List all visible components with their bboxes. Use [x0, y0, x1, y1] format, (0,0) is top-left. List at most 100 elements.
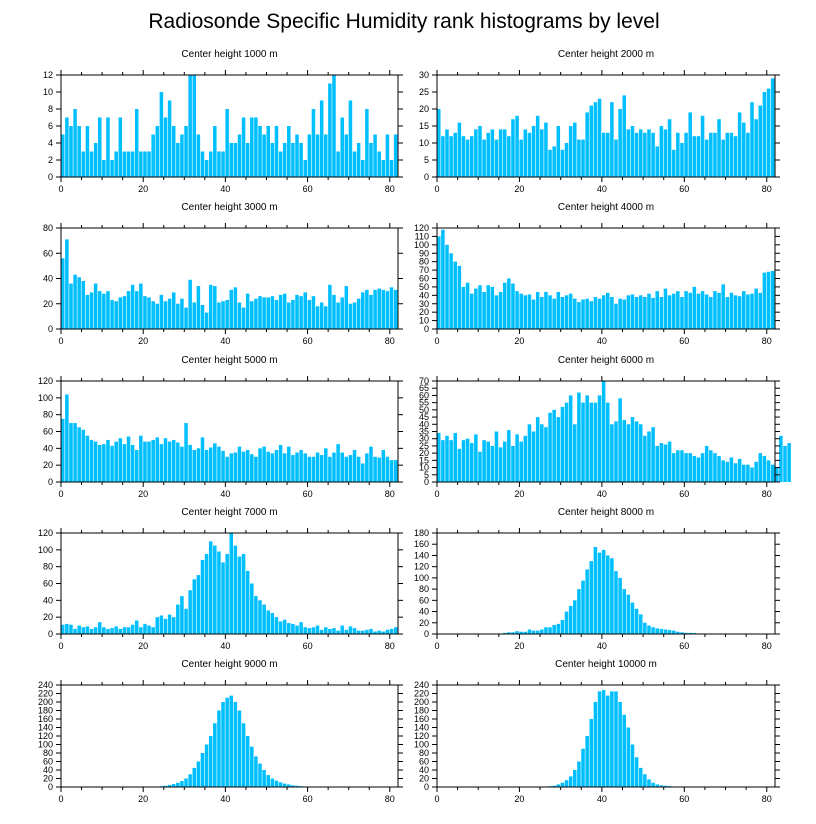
y-tick-label: 120: [38, 528, 53, 538]
histogram-bar: [725, 297, 730, 329]
histogram-bar: [151, 134, 155, 177]
histogram-bar: [498, 291, 503, 329]
histogram-bar: [270, 778, 275, 787]
histogram-bar: [307, 456, 312, 482]
histogram-bar: [676, 132, 680, 177]
histogram-bar: [81, 151, 86, 177]
histogram-bar: [106, 291, 110, 330]
histogram-bar: [445, 129, 449, 177]
histogram-bar: [519, 441, 523, 482]
y-tick-label: 160: [414, 539, 429, 549]
x-tick-label: 80: [762, 641, 772, 651]
histogram-bar: [89, 628, 94, 634]
histogram-bar: [97, 117, 102, 177]
histogram-bar: [515, 631, 519, 634]
histogram-bar: [221, 450, 225, 482]
histogram-bar: [704, 139, 709, 177]
histogram-bar: [618, 298, 622, 329]
x-tick-label: 20: [514, 184, 524, 194]
histogram-bar: [638, 767, 643, 788]
histogram-bar: [544, 627, 548, 634]
histogram-bar: [766, 88, 771, 177]
histogram-bar: [577, 589, 581, 634]
histogram-bar: [663, 288, 668, 329]
histogram-bar: [361, 160, 365, 177]
histogram-bar: [143, 441, 147, 482]
histogram-bar: [490, 445, 495, 482]
histogram-bar: [245, 570, 250, 635]
histogram-bar: [482, 291, 486, 329]
histogram-bar: [437, 432, 441, 482]
y-tick-label: 55: [419, 398, 429, 408]
histogram-bar: [324, 448, 328, 482]
histogram-bar: [122, 296, 127, 329]
histogram-bar: [229, 143, 234, 177]
histogram-bar: [597, 395, 602, 482]
histogram-bar: [758, 292, 763, 329]
histogram-bar: [626, 295, 631, 329]
histogram-bar: [601, 549, 606, 634]
histogram-bar: [601, 132, 606, 177]
histogram-bar: [241, 554, 246, 634]
panel-title: Center height 10000 m: [555, 659, 657, 670]
y-tick-label: 0: [48, 629, 53, 639]
histogram-bar: [102, 160, 106, 177]
histogram-bar: [589, 719, 594, 787]
x-tick-label: 0: [434, 489, 439, 499]
histogram-bar: [770, 464, 775, 482]
y-tick-label: 40: [43, 595, 53, 605]
histogram-bar: [655, 784, 659, 787]
histogram-bar: [393, 134, 398, 177]
histogram-bar: [663, 785, 668, 787]
x-tick-label: 0: [58, 641, 63, 651]
histogram-bar: [241, 117, 246, 177]
histogram-bar: [262, 134, 266, 177]
y-tick-label: 0: [48, 172, 53, 182]
histogram-bar: [614, 691, 618, 788]
histogram-bar: [134, 109, 139, 177]
panel-5: Center height 5000 m 0 20 40 60 80 0 20 40 60 80 10…: [38, 355, 403, 499]
histogram-bar: [527, 294, 532, 329]
y-tick-label: 120: [38, 731, 53, 741]
histogram-bar: [324, 306, 328, 329]
histogram-bar: [540, 129, 544, 177]
histogram-bar: [494, 139, 499, 177]
histogram-bar: [700, 291, 705, 330]
histogram-bar: [126, 627, 131, 634]
histogram-bar: [589, 402, 594, 482]
histogram-bar: [564, 611, 569, 634]
histogram-bar: [147, 297, 151, 329]
histogram-bar: [449, 253, 453, 329]
histogram-bar: [389, 460, 394, 482]
histogram-bar: [692, 632, 697, 634]
histogram-bar: [282, 453, 287, 482]
histogram-bar: [340, 452, 344, 482]
histogram-bar: [531, 299, 536, 329]
histogram-bar: [676, 631, 680, 634]
histogram-bar: [229, 533, 234, 634]
histogram-bar: [225, 456, 229, 482]
panel-title: Center height 3000 m: [181, 202, 277, 213]
histogram-bar: [237, 134, 242, 177]
histogram-bar: [474, 129, 478, 177]
histogram-bar: [581, 139, 585, 177]
histogram-bar: [585, 395, 589, 482]
histogram-bar: [176, 604, 180, 634]
histogram-bar: [221, 562, 225, 634]
y-tick-label: 120: [414, 223, 429, 233]
y-tick-label: 140: [38, 723, 53, 733]
y-tick-label: 50: [419, 282, 429, 292]
y-tick-label: 80: [419, 748, 429, 758]
histogram-bar: [449, 440, 453, 482]
histogram-bar: [469, 136, 474, 177]
histogram-bar: [441, 440, 445, 482]
histogram-bar: [696, 457, 701, 482]
x-tick-label: 20: [514, 489, 524, 499]
histogram-bar: [659, 628, 664, 634]
histogram-bar: [548, 149, 552, 177]
histogram-bar: [568, 126, 573, 177]
histogram-bar: [593, 547, 598, 634]
x-tick-label: 20: [138, 794, 148, 804]
histogram-bar: [208, 284, 213, 329]
histogram-bar: [511, 119, 515, 177]
